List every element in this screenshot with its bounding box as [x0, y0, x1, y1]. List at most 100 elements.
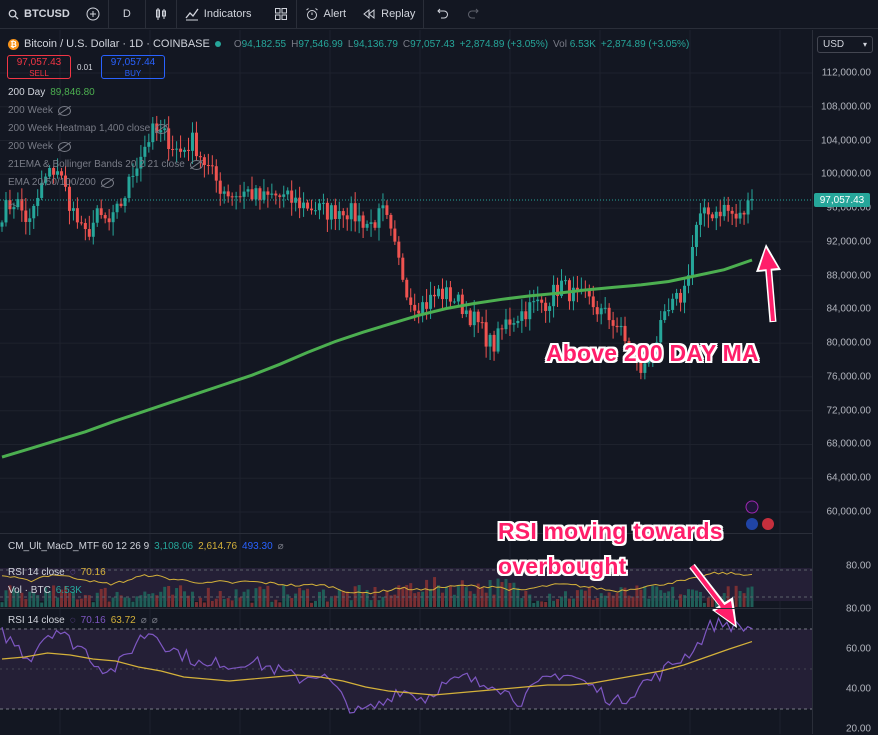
volume-bar	[508, 582, 512, 607]
indicator-legend-3[interactable]: 200 Week Heatmap 1,400 close	[8, 123, 169, 134]
volume-bar	[599, 593, 603, 607]
buy-button[interactable]: 97,057.44 BUY	[101, 55, 165, 79]
eye-off-icon[interactable]	[189, 159, 203, 170]
eye-off-icon[interactable]	[57, 141, 71, 152]
settings-icon[interactable]: ⌀	[140, 615, 147, 626]
interval-button[interactable]: D	[107, 0, 145, 28]
candle-body	[726, 204, 730, 211]
volume-bar	[28, 591, 32, 607]
currency-label: USD	[823, 39, 845, 50]
pane-separator-1[interactable]	[0, 533, 878, 534]
candle-body	[135, 168, 139, 176]
compare-button[interactable]	[78, 0, 108, 28]
alert-button[interactable]: Alert	[295, 0, 355, 28]
candle-body	[484, 322, 488, 347]
indicator-legend-6[interactable]: EMA 20/50/100/200	[8, 177, 114, 188]
collapse-legend-icon[interactable]: ︿	[8, 198, 18, 208]
candle-body	[151, 123, 155, 143]
indicator-legend-4[interactable]: 200 Week	[8, 141, 71, 152]
volume-bar	[460, 580, 464, 607]
eye-off-icon[interactable]	[57, 105, 71, 116]
price-tick-label: 96,000.00	[826, 202, 872, 214]
ma200-line	[1, 258, 753, 459]
volume-bar	[24, 599, 28, 607]
currency-select[interactable]: USD ▾	[817, 36, 873, 53]
redo-icon	[468, 8, 480, 19]
price-axis[interactable]: 112,000.00 108,000.00 104,000.00 100,000.00…	[812, 30, 878, 735]
candle-body	[444, 287, 448, 300]
candle-body	[16, 199, 20, 208]
volume-bar	[151, 593, 155, 607]
volume-bar	[321, 589, 325, 607]
replay-button[interactable]: Replay	[354, 0, 423, 28]
vol-value: 6.53K	[569, 38, 596, 50]
indicator-legend-2[interactable]: 200 Week	[8, 105, 71, 116]
indicators-label: Indicators	[203, 8, 252, 20]
volume-bar	[532, 602, 536, 607]
volume-bar	[262, 589, 266, 607]
layouts-button[interactable]	[260, 0, 296, 28]
volume-bar	[706, 597, 710, 607]
volume-bar	[111, 597, 115, 607]
symbol-search[interactable]: BTCUSD	[0, 0, 78, 28]
volume-bar	[496, 578, 500, 607]
arrow-down-icon	[689, 563, 737, 628]
volume-bar	[377, 600, 381, 607]
volume-bar	[667, 591, 671, 607]
volume-bar	[603, 595, 607, 607]
redo-button[interactable]	[458, 0, 488, 28]
volume-bar	[310, 602, 314, 607]
indicator-legend-5[interactable]: 21EMA & Bollinger Bands 20 2 21 close	[8, 159, 203, 170]
volume-bar	[659, 590, 663, 607]
candle-body	[87, 229, 91, 237]
candle-body	[111, 212, 115, 223]
volume-bar	[230, 600, 234, 607]
candle-body	[611, 320, 615, 326]
volume-bar	[226, 598, 230, 607]
price-chart[interactable]	[0, 30, 812, 734]
volume-bar	[333, 595, 337, 607]
indicators-button[interactable]: Indicators	[175, 0, 260, 28]
candle-body	[591, 296, 595, 308]
pane-controls-icon[interactable]	[745, 500, 774, 530]
volume-legend[interactable]: Vol · BTC 6.53K	[8, 585, 82, 596]
price-tick-label: 64,000.00	[826, 472, 872, 484]
volume-bar	[234, 589, 238, 607]
candle-body	[190, 132, 194, 151]
volume-bar	[254, 588, 258, 607]
eye-off-icon[interactable]	[155, 123, 169, 134]
volume-bar	[238, 597, 242, 607]
macd-legend[interactable]: CM_Ult_MacD_MTF 60 12 26 9 3,108.06 2,61…	[8, 541, 284, 552]
volume-bar	[405, 585, 409, 607]
candle-body	[321, 202, 325, 204]
volume-bar	[742, 593, 746, 607]
undo-icon	[437, 8, 449, 19]
eye-off-icon[interactable]	[100, 177, 114, 188]
pane2-rsi-legend[interactable]: RSI 14 close ◌ 70.16	[8, 567, 106, 578]
rsi-tick-label: 20.00	[845, 723, 871, 735]
settings-icon-2[interactable]: ⌀	[151, 615, 158, 626]
candle-body	[131, 175, 135, 177]
candle-body	[99, 208, 103, 216]
candle-body	[298, 197, 302, 209]
sell-price: 97,057.43	[16, 57, 62, 68]
candle-body	[210, 165, 214, 167]
undo-button[interactable]	[423, 0, 458, 28]
close-label: C	[402, 38, 411, 50]
sell-button[interactable]: 97,057.43 SELL	[7, 55, 71, 79]
volume-bar	[20, 592, 24, 607]
change-value: +2,874.89 (+3.05%)	[459, 38, 549, 50]
candle-body	[532, 301, 536, 303]
settings-icon[interactable]: ⌀	[277, 541, 284, 552]
volume-bar	[99, 588, 103, 607]
ma200-legend[interactable]: 200 Day 89,846.80	[8, 87, 95, 98]
candle-body	[524, 311, 528, 320]
pane-separator-2[interactable]	[0, 608, 878, 609]
chart-type-button[interactable]	[144, 0, 176, 28]
candle-body	[75, 208, 79, 223]
rsi-legend[interactable]: RSI 14 close ◌ 70.16 63.72 ⌀ ⌀	[8, 615, 158, 626]
candle-body	[492, 334, 496, 352]
candle-body	[206, 165, 210, 167]
replay-label: Replay	[381, 8, 416, 20]
volume-bar	[345, 591, 349, 607]
